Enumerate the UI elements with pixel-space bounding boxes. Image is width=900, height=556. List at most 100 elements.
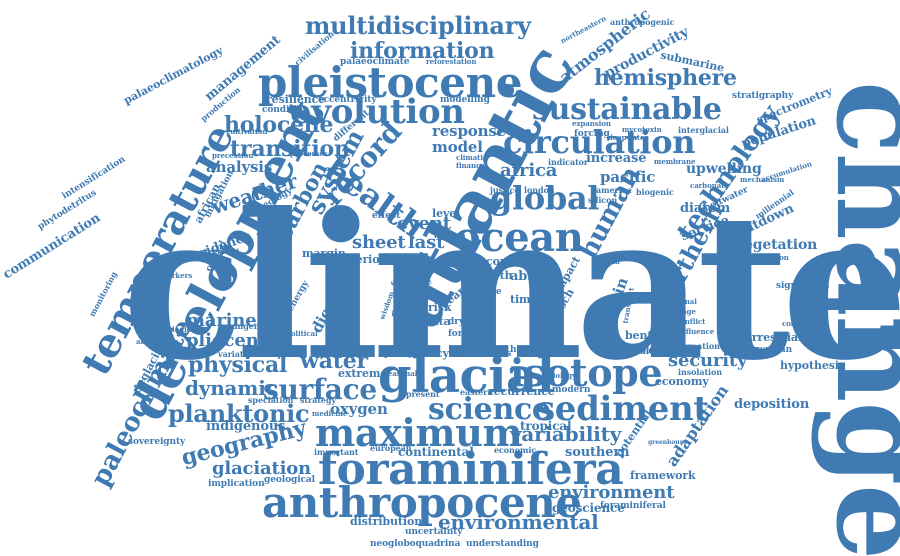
word-foraminifera: foraminifera (318, 444, 624, 495)
word-anthropocene: anthropocene (262, 478, 582, 527)
word-tropical: tropical (520, 419, 572, 433)
word-climate: climate (122, 170, 900, 405)
word-effect: effect (372, 211, 401, 221)
word-hemisphere: hemisphere (594, 65, 737, 91)
word-strategy: strategy (300, 395, 336, 405)
word-carbonate: carbonate (690, 181, 729, 190)
word-eccentricity: eccentricity (318, 95, 377, 105)
word-influence: influence (678, 327, 715, 336)
word-sustainable: sustainable (532, 92, 722, 127)
word-processes: processes (290, 149, 328, 158)
word-indigenous: indigenous (206, 419, 286, 434)
word-diatom: diatom (680, 201, 731, 216)
word-multidisciplinary: multidisciplinary (305, 11, 531, 40)
word-change: change (809, 80, 900, 556)
word-insolation: insolation (678, 367, 723, 377)
word-greenland: greenland (200, 247, 240, 256)
word-terrestrial: terrestrial (740, 331, 803, 344)
word-security: security (668, 350, 748, 371)
word-variability: variability (510, 422, 622, 446)
word-indicator: indicator (548, 157, 589, 167)
word-heinrich: heinrich (510, 345, 552, 355)
word-stratigraphy: stratigraphy (732, 91, 794, 101)
word-america: america (596, 185, 632, 195)
word-ocean: ocean (454, 214, 584, 261)
word-medicine: medicine (312, 409, 348, 418)
word-biology: biology (548, 371, 577, 380)
word-period: period (348, 253, 388, 266)
word-membrane: membrane (654, 157, 696, 166)
word-series: series (482, 349, 512, 359)
word-age: age (484, 287, 502, 297)
word-biomarkers: biomarkers (148, 271, 193, 280)
word-reforestation: reforestation (426, 57, 477, 66)
word-climatic: climatic (456, 153, 488, 162)
word-present: present (406, 389, 440, 399)
word-last: last (408, 232, 445, 253)
word-biogenic: biogenic (636, 187, 674, 197)
word-modern: modern (552, 385, 591, 395)
word-geoscience: geoscience (552, 501, 625, 515)
word-level: level (432, 207, 461, 220)
word-commercial: commercial (782, 319, 828, 328)
word-risk: risk (428, 301, 452, 314)
word-younger: younger (222, 321, 258, 331)
word-sediment: sediment (536, 389, 709, 429)
word-global: global (490, 179, 600, 217)
word-forcing: forcing (574, 129, 610, 139)
word-isotope: isotope (510, 350, 663, 395)
word-physical: physical (188, 352, 288, 378)
word-vegetation: vegetation (736, 237, 818, 253)
word-neogloboquadrina: neogloboquadrina (370, 539, 461, 549)
word-modelling: modelling (440, 95, 490, 105)
word-implication: implication (208, 479, 265, 489)
word-mechanism: mechanism (740, 175, 785, 184)
word-resilience: resilience (266, 93, 326, 106)
word-silicon: silicon (588, 195, 618, 205)
word-recurrence: recurrence (488, 385, 555, 398)
word-glacial: glacial (378, 348, 555, 404)
word-policy: policy (384, 349, 414, 359)
word-africa: africa (500, 160, 558, 181)
word-distribution: distribution (350, 515, 423, 528)
word-framework: framework (630, 469, 696, 482)
word-speciation: speciation (248, 395, 294, 405)
word-earth: earth (480, 269, 513, 282)
word-medium: medium (434, 231, 466, 240)
word-hydrological: hydrological (150, 325, 198, 334)
word-bolivia: bolivia (594, 257, 620, 266)
word-sovereignty: sovereignty (128, 437, 186, 447)
word-information: information (350, 38, 495, 64)
word-deepwater: deepwater (608, 133, 649, 142)
word-oxygen: oxygen (330, 400, 388, 418)
word-finance: finance (456, 161, 485, 170)
word-justice: justice (490, 185, 520, 195)
word-altiplano: altiplano (640, 347, 685, 357)
word-internal: internal (666, 297, 697, 306)
word-mycotoxin: mycotoxin (622, 125, 662, 134)
word-political: political (286, 329, 318, 338)
word-formation: formation (676, 341, 720, 351)
word-geological: geological (264, 475, 315, 485)
word-continental: continental (398, 445, 474, 459)
word-water: water (300, 348, 368, 374)
word-upwelling: upwelling (686, 161, 762, 177)
word-evolution: evolution (290, 92, 465, 132)
word-response: response (432, 122, 507, 140)
word-abundance: abundance (136, 337, 179, 346)
word-important: important (314, 447, 359, 457)
word-glaciation: glaciation (212, 458, 311, 479)
word-data: data (424, 315, 451, 328)
word-economic: economic (494, 445, 537, 455)
word-forest: forest (448, 329, 478, 339)
word-eastern: eastern (460, 387, 494, 397)
word-marine: marine (186, 310, 257, 331)
word-model: model (432, 138, 483, 156)
word-subpolar: subpolar (262, 349, 301, 359)
word-significant: significant (776, 281, 830, 291)
word-economy: economy (655, 375, 709, 388)
word-event: event (397, 213, 451, 234)
word-leader: leader (638, 345, 666, 355)
word-dryas: dryas (448, 317, 475, 327)
